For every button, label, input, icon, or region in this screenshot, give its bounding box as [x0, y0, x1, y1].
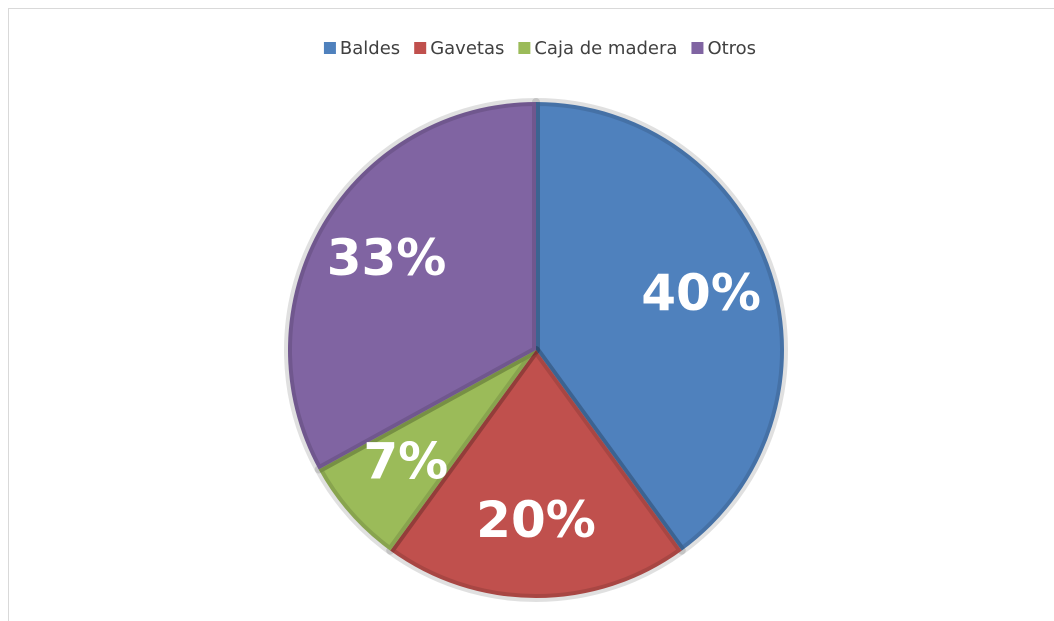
pie-slice	[318, 350, 536, 551]
legend-swatch	[323, 42, 336, 54]
legend: Baldes Gavetas Caja de madera Otros	[323, 38, 756, 59]
pie-slice-edge	[532, 98, 788, 555]
legend-label: Otros	[707, 38, 756, 59]
legend-label: Baldes	[340, 38, 400, 59]
pie-slice-edge	[284, 98, 540, 474]
legend-swatch	[691, 42, 704, 54]
pie-slice-edge	[386, 346, 686, 602]
data-label: 40%	[641, 264, 761, 322]
pie-slice	[536, 102, 784, 551]
legend-label: Caja de madera	[534, 38, 677, 59]
legend-swatch	[414, 42, 427, 54]
pie	[284, 98, 788, 602]
data-label: 7%	[363, 432, 448, 490]
data-label: 20%	[476, 491, 596, 549]
pie-slice	[390, 350, 682, 598]
pie-slice	[288, 102, 536, 470]
data-label: 33%	[327, 229, 447, 287]
pie-slice-edge	[314, 346, 540, 555]
legend-swatch	[518, 42, 531, 54]
data-labels: 40% 20% 7% 33%	[327, 229, 761, 549]
legend-label: Gavetas	[430, 38, 504, 59]
